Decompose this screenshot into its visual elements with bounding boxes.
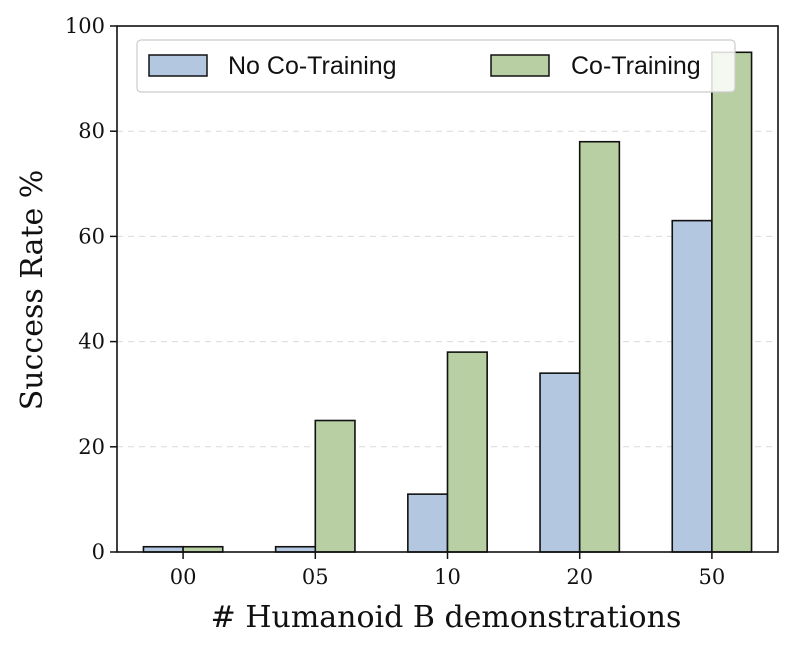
bar-co-training-05	[314, 419, 356, 553]
legend-swatch-co-training	[490, 54, 550, 77]
legend-swatch-no-co-training	[148, 54, 208, 77]
tick-labels: 0 20 40 60 80 100 00 05 10 20 50	[65, 14, 725, 589]
plot-frame	[116, 25, 779, 553]
y-tick-label: 80	[78, 119, 105, 143]
y-tick-label: 20	[78, 435, 105, 459]
legend-label-co-training: Co-Training	[571, 52, 701, 80]
bar-no-co-training-20	[539, 372, 581, 553]
x-tick-label: 05	[302, 565, 329, 589]
x-axis-title: # Humanoid B demonstrations	[211, 600, 682, 635]
legend: No Co-Training Co-Training	[136, 39, 736, 93]
legend-label-no-co-training: No Co-Training	[228, 52, 397, 80]
axes	[110, 25, 779, 559]
bar-co-training-10	[446, 351, 488, 553]
x-tick-label: 00	[170, 565, 197, 589]
y-tick-label: 100	[65, 14, 105, 38]
x-tick-label: 50	[699, 565, 726, 589]
bar-co-training-20	[578, 140, 621, 553]
y-axis-title: Success Rate %	[15, 170, 50, 411]
x-tick-label: 10	[434, 565, 461, 589]
y-tick-label: 40	[78, 330, 105, 354]
legend-frame	[136, 39, 736, 93]
y-tick-label: 60	[78, 224, 105, 248]
bar-no-co-training-50	[671, 219, 713, 553]
bar-no-co-training-10	[407, 493, 449, 553]
bar-co-training-50	[711, 51, 753, 553]
x-tick-label: 20	[566, 565, 593, 589]
y-tick-label: 0	[92, 540, 105, 564]
bars	[142, 51, 753, 553]
